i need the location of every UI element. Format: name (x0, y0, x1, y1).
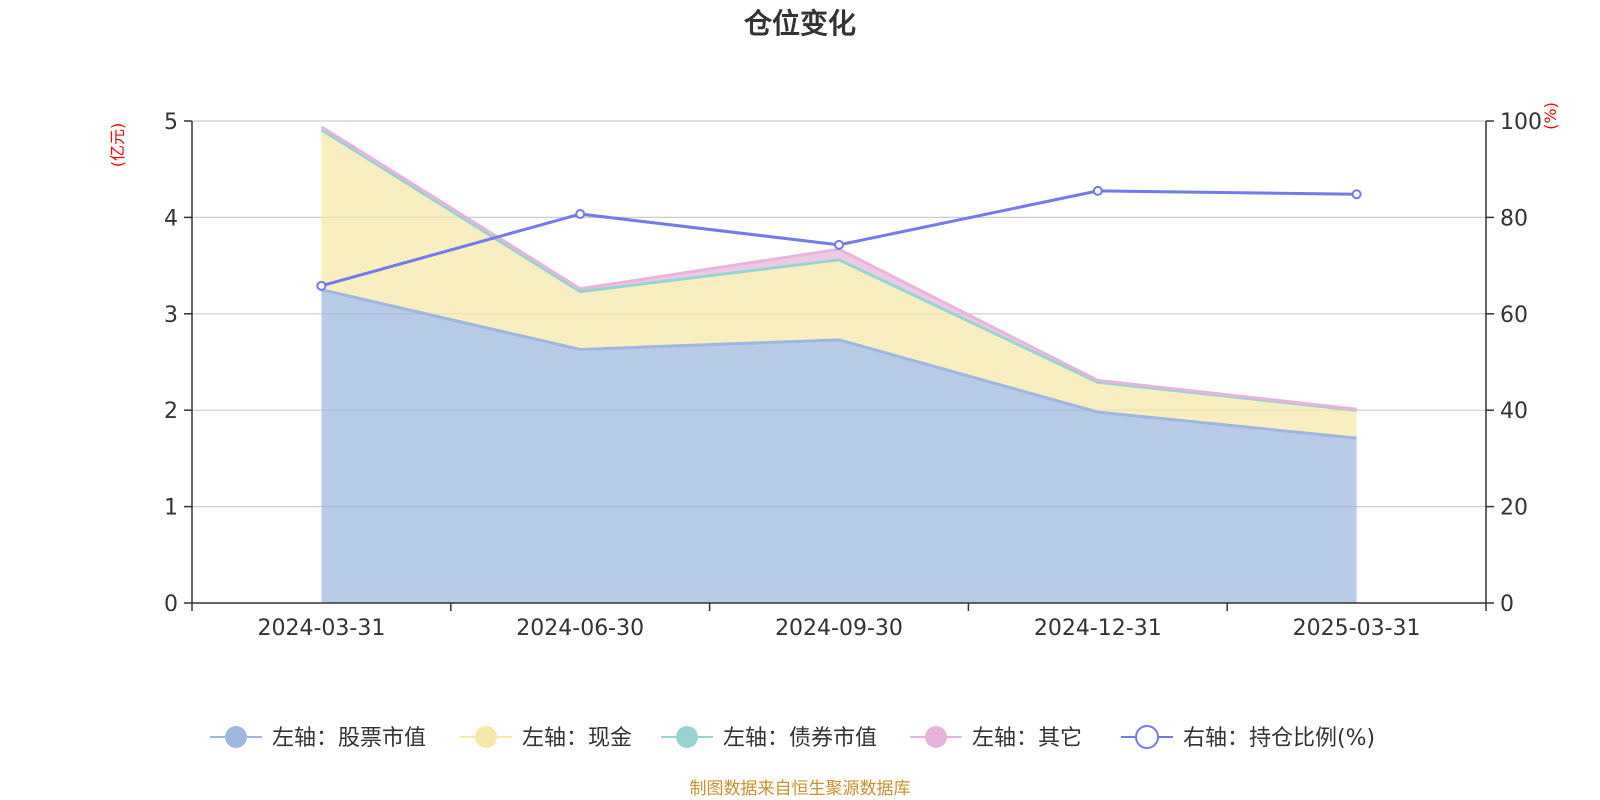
legend-item-ratio[interactable]: 右轴：持仓比例(%) (1121, 725, 1375, 751)
legend-item-bond[interactable]: 左轴：债券市值 (661, 726, 877, 751)
legend-item-other[interactable]: 左轴：其它 (910, 726, 1082, 751)
legend-marker (225, 726, 247, 748)
legend-label: 右轴：持仓比例(%) (1183, 726, 1375, 751)
stacked-areas (321, 126, 1357, 603)
ratio-point (575, 209, 586, 220)
left-axis-unit: (亿元) (108, 123, 127, 168)
legend-marker (475, 726, 497, 748)
x-tick-label: 2024-06-30 (516, 616, 644, 641)
ratio-point (316, 280, 327, 291)
legend-marker (676, 726, 698, 748)
legend-label: 左轴：其它 (972, 726, 1082, 751)
left-tick-label: 1 (164, 496, 178, 521)
right-tick-label: 20 (1500, 496, 1528, 521)
stock-line (321, 288, 1357, 440)
left-tick-label: 0 (164, 592, 178, 617)
legend-item-cash[interactable]: 左轴：现金 (460, 726, 632, 751)
right-axis-unit: (%) (1541, 102, 1560, 130)
left-tick-label: 5 (164, 110, 178, 135)
ratio-points (316, 185, 1362, 291)
left-tick-label: 2 (164, 399, 178, 424)
x-tick-label: 2025-03-31 (1293, 616, 1421, 641)
legend-label: 左轴：现金 (522, 726, 632, 751)
right-tick-label: 100 (1500, 110, 1542, 135)
left-tick-label: 3 (164, 303, 178, 328)
axes: 0 1 2 3 4 5 0 20 40 60 80 100 2024-03-31 2024-06-30 20… (164, 110, 1542, 641)
legend-marker (925, 726, 947, 748)
left-tick-label: 4 (164, 206, 178, 231)
legend: 左轴：股票市值 左轴：现金 左轴：债券市值 左轴：其它 右轴：持仓比例(%) (210, 725, 1375, 751)
ratio-point (834, 239, 844, 250)
legend-item-stock[interactable]: 左轴：股票市值 (210, 726, 426, 751)
x-tick-label: 2024-12-31 (1034, 616, 1162, 641)
legend-label: 左轴：债券市值 (723, 726, 877, 751)
cash-area (321, 129, 1357, 439)
right-tick-label: 60 (1500, 303, 1528, 328)
right-tick-label: 40 (1500, 399, 1528, 424)
right-tick-label: 0 (1500, 592, 1514, 617)
legend-marker (1135, 725, 1159, 749)
ratio-point (1351, 189, 1362, 200)
legend-label: 左轴：股票市值 (272, 726, 426, 751)
chart-title: 仓位变化 (744, 7, 856, 40)
source-note: 制图数据来自恒生聚源数据库 (690, 779, 911, 799)
x-tick-label: 2024-09-30 (775, 616, 903, 641)
right-tick-label: 80 (1500, 206, 1528, 231)
ratio-point (1092, 185, 1103, 196)
stock-area (321, 289, 1357, 603)
x-tick-label: 2024-03-31 (257, 616, 385, 641)
